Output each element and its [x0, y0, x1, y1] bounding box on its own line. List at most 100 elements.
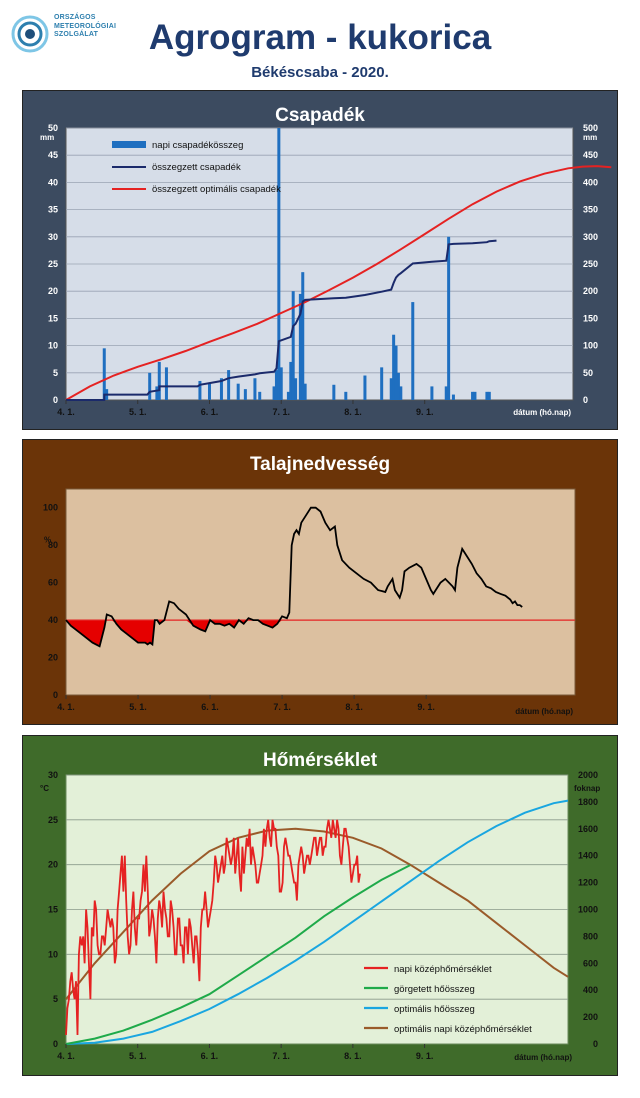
- y-right-tick-label: 200: [583, 1012, 598, 1022]
- y-tick-label: 80: [48, 540, 58, 550]
- rain-bar: [289, 361, 293, 400]
- x-tick-label: 4. 1.: [57, 407, 75, 417]
- daily-temp-line: [65, 819, 361, 1036]
- rain-bar: [279, 367, 283, 400]
- x-tick-label: 6. 1.: [201, 1051, 219, 1061]
- optimal-heat-sum-line: [65, 799, 569, 1045]
- legend-label: összegzett csapadék: [152, 162, 241, 173]
- logo-line: METEOROLÓGIAI: [54, 22, 117, 30]
- x-tick-label: 7. 1.: [272, 1051, 290, 1061]
- x-tick-label: 6. 1.: [201, 407, 219, 417]
- y-tick-label: 40: [48, 615, 58, 625]
- rain-bar: [164, 367, 168, 400]
- rain-bar: [332, 384, 336, 400]
- y-left-tick-label: 50: [48, 123, 58, 133]
- y-left-tick-label: 20: [48, 286, 58, 296]
- y-left-tick-label: 10: [48, 949, 58, 959]
- temperature-chart: Hőmérséklet 0 5 10 15 20 25 30 0 200 400 600 800 1000…: [21, 734, 619, 1077]
- rain-bar: [303, 383, 307, 400]
- y-right-tick-label: 450: [583, 150, 598, 160]
- y-right-tick-label: 0: [593, 1039, 598, 1049]
- temperature-panel: Hőmérséklet 0 5 10 15 20 25 30 0 200 400 600 800 1000…: [21, 734, 619, 1077]
- y-right-tick-label: 1800: [578, 797, 598, 807]
- rain-bar: [198, 380, 202, 400]
- chart-title: Csapadék: [275, 105, 365, 126]
- rain-bar: [286, 391, 290, 400]
- cumulative-rain-line: [66, 239, 497, 401]
- chart-title: Hőmérséklet: [263, 750, 378, 771]
- x-tick-label: 6. 1.: [201, 702, 219, 712]
- y-right-tick-label: 200: [583, 286, 598, 296]
- x-tick-label: 4. 1.: [57, 702, 75, 712]
- rain-bar: [258, 391, 262, 400]
- optimal-cumulative-line: [65, 165, 612, 401]
- page-subtitle: Békéscsaba - 2020.: [251, 64, 389, 81]
- y-left-tick-label: 15: [48, 313, 58, 323]
- y-right-tick-label: 150: [583, 313, 598, 323]
- y-left-unit: mm: [40, 133, 54, 142]
- y-right-tick-label: 1200: [578, 878, 598, 888]
- legend-label: napi csapadékösszeg: [152, 140, 243, 151]
- rain-bar: [272, 386, 276, 400]
- x-tick-label: 8. 1.: [344, 407, 362, 417]
- y-left-unit: °C: [40, 784, 49, 793]
- rain-bar: [301, 272, 305, 400]
- y-left-tick-label: 25: [48, 815, 58, 825]
- rain-bar: [236, 383, 240, 400]
- x-axis-label: dátum (hó.nap): [515, 707, 573, 716]
- rain-bar: [227, 370, 231, 400]
- y-tick-label: 0: [53, 690, 58, 700]
- rain-bar: [102, 348, 106, 400]
- y-left-tick-label: 10: [48, 341, 58, 351]
- y-tick-label: 20: [48, 653, 58, 663]
- y-right-unit: foknap: [574, 784, 600, 793]
- page-title: Agrogram - kukorica: [148, 18, 492, 57]
- rain-bar: [207, 383, 211, 400]
- rain-bar: [219, 378, 223, 400]
- rain-bar: [451, 394, 455, 400]
- x-tick-label: 7. 1.: [273, 702, 291, 712]
- rain-bar: [148, 372, 152, 400]
- x-tick-label: 5. 1.: [129, 702, 147, 712]
- y-left-tick-label: 25: [48, 259, 58, 269]
- legend-label: optimális hőösszeg: [394, 1004, 475, 1015]
- soil-moisture-line: [65, 506, 523, 648]
- x-tick-label: 9. 1.: [417, 702, 435, 712]
- rain-bar: [363, 375, 367, 400]
- rain-bar: [399, 386, 403, 400]
- soil-moisture-chart: Talajnedvesség 0 20 40 60 80 100% 4. 1. 5. 1. 6. …: [21, 438, 619, 726]
- rain-bar: [447, 236, 451, 400]
- y-unit: %: [44, 535, 51, 544]
- rain-bar: [157, 361, 161, 400]
- rain-bar: [274, 370, 278, 400]
- logo-line: ORSZÁGOS: [54, 14, 96, 21]
- legend-label: összegzett optimális csapadék: [152, 184, 281, 195]
- rain-bar: [444, 386, 448, 400]
- x-tick-label: 5. 1.: [129, 1051, 147, 1061]
- rain-bar: [394, 345, 398, 400]
- rain-bar: [389, 378, 393, 400]
- rain-bar: [380, 367, 384, 400]
- chart-title: Talajnedvesség: [250, 454, 390, 475]
- y-right-tick-label: 250: [583, 259, 598, 269]
- rain-bar: [485, 391, 489, 400]
- y-right-tick-label: 600: [583, 958, 598, 968]
- y-left-tick-label: 30: [48, 770, 58, 780]
- omsz-logo: ORSZÁGOS METEOROLÓGIAI SZOLGÁLAT: [10, 14, 140, 58]
- rain-bar: [298, 293, 302, 400]
- rain-bar: [243, 389, 247, 400]
- rain-bar: [253, 378, 257, 400]
- x-tick-label: 8. 1.: [345, 702, 363, 712]
- rain-bar: [392, 334, 396, 400]
- y-left-tick-label: 35: [48, 205, 58, 215]
- logo-line: SZOLGÁLAT: [54, 31, 99, 39]
- legend-label: napi középhőmérséklet: [394, 964, 492, 975]
- y-left-tick-label: 40: [48, 177, 58, 187]
- y-tick-label: 60: [48, 578, 58, 588]
- legend-label: görgetett hőösszeg: [394, 984, 475, 995]
- y-left-tick-label: 5: [53, 994, 58, 1004]
- y-left-tick-label: 30: [48, 232, 58, 242]
- y-right-tick-label: 800: [583, 931, 598, 941]
- x-tick-label: 5. 1.: [129, 407, 147, 417]
- x-tick-label: 8. 1.: [344, 1051, 362, 1061]
